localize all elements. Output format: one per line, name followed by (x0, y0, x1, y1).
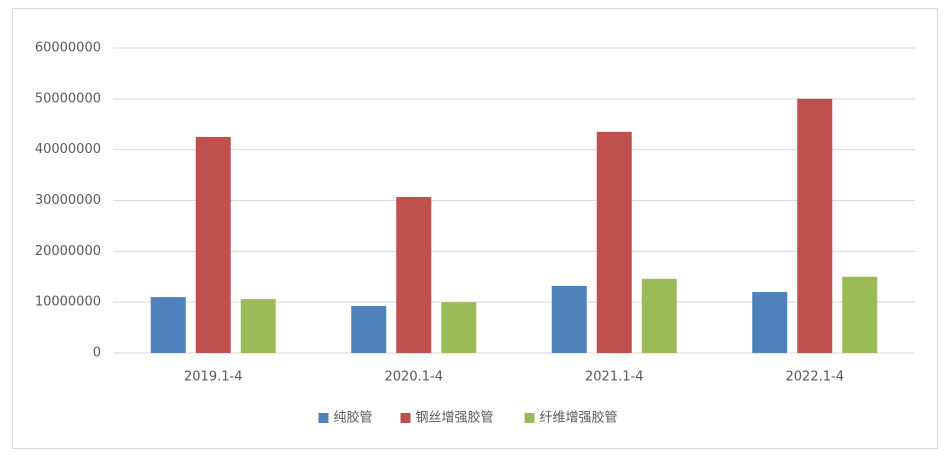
y-tick-label: 20000000 (35, 244, 101, 259)
y-tick-label: 50000000 (35, 91, 101, 106)
bar (551, 285, 587, 353)
bar (150, 297, 186, 353)
y-tick-label: 40000000 (35, 142, 101, 157)
bar (351, 305, 387, 353)
x-tick-label: 2021.1-4 (585, 370, 643, 385)
bar (641, 278, 677, 353)
bar (441, 302, 477, 353)
y-tick-label: 60000000 (35, 41, 101, 56)
bar (752, 292, 788, 353)
x-tick-label: 2020.1-4 (385, 370, 443, 385)
legend-swatch (318, 413, 329, 423)
y-tick-label: 0 (93, 346, 101, 361)
bar (596, 131, 632, 353)
legend-swatch (524, 413, 535, 423)
y-tick-label: 30000000 (35, 193, 101, 208)
legend-label: 钢丝增强胶管 (416, 410, 494, 426)
bar (797, 98, 833, 353)
bar (396, 196, 432, 353)
x-tick-label: 2019.1-4 (184, 370, 242, 385)
legend-label: 纯胶管 (334, 410, 373, 426)
legend-swatch (400, 413, 411, 423)
chart-border (12, 8, 938, 449)
x-tick-label: 2022.1-4 (786, 370, 844, 385)
bar (842, 276, 878, 353)
legend-label: 纤维增强胶管 (540, 410, 618, 426)
bar (195, 136, 231, 353)
y-tick-label: 10000000 (35, 295, 101, 310)
bar (240, 299, 276, 353)
